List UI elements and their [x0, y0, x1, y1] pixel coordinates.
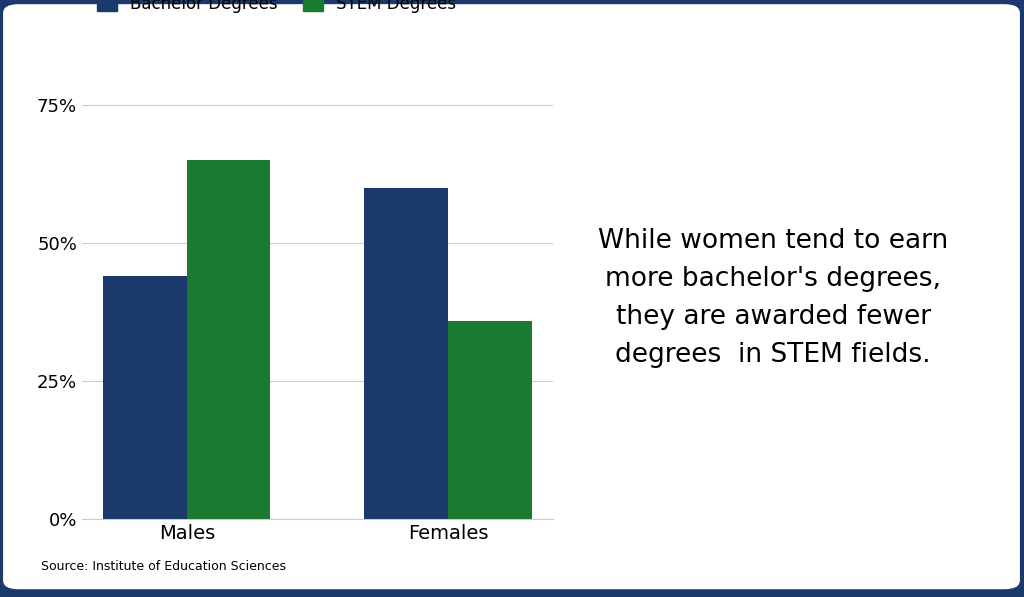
Bar — [447, 321, 531, 519]
Bar — [365, 188, 447, 519]
Text: While women tend to earn
more bachelor's degrees,
they are awarded fewer
degrees: While women tend to earn more bachelor's… — [598, 229, 948, 368]
Bar — [187, 161, 270, 519]
Text: Source: Institute of Education Sciences: Source: Institute of Education Sciences — [41, 560, 286, 573]
Bar — [103, 276, 187, 519]
Legend: Bachelor Degrees, STEM Degrees: Bachelor Degrees, STEM Degrees — [90, 0, 463, 20]
